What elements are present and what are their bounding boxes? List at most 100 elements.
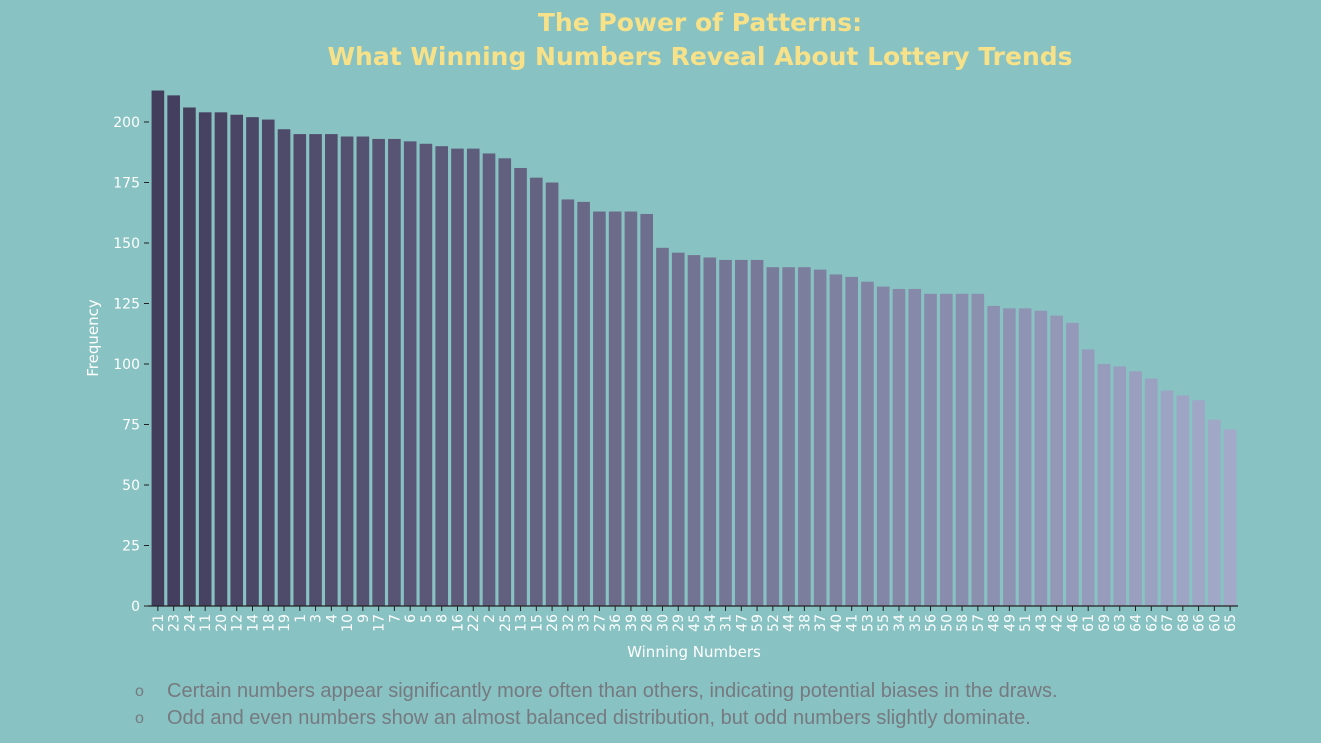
x-tick-label: 22 <box>466 614 482 632</box>
bar-56 <box>924 293 937 606</box>
bar-8 <box>435 146 449 606</box>
x-tick-label: 21 <box>151 614 167 632</box>
bar-49 <box>1003 308 1016 606</box>
bar-10 <box>340 136 354 606</box>
x-tick-label: 42 <box>1050 614 1066 632</box>
bar-15 <box>530 177 543 606</box>
bar-26 <box>545 182 559 606</box>
y-tick-label: 25 <box>122 539 140 555</box>
bar-37 <box>813 269 827 606</box>
x-tick-label: 24 <box>182 614 198 632</box>
bar-63 <box>1113 366 1127 606</box>
x-tick-label: 54 <box>703 614 719 632</box>
notes-list: o Certain numbers appear significantly mo… <box>135 678 1058 732</box>
bar-68 <box>1176 395 1190 606</box>
bar-53 <box>861 281 874 606</box>
x-tick-label: 60 <box>1207 614 1223 632</box>
x-axis-label: Winning Numbers <box>627 643 761 661</box>
x-tick-label: 10 <box>340 614 356 632</box>
note-text: Certain numbers appear significantly mor… <box>167 680 1058 702</box>
x-tick-label: 25 <box>498 614 514 632</box>
bullet-marker: o <box>135 683 144 700</box>
bar-54 <box>703 257 717 606</box>
x-tick-label: 23 <box>167 614 183 632</box>
x-tick-label: 62 <box>1144 614 1160 632</box>
bar-64 <box>1129 371 1142 606</box>
bar-34 <box>892 288 906 606</box>
x-tick-label: 18 <box>261 614 277 632</box>
x-tick-label: 7 <box>387 614 403 623</box>
x-tick-label: 30 <box>655 614 671 632</box>
bar-29 <box>671 252 685 606</box>
bar-9 <box>356 136 370 606</box>
bar-30 <box>656 247 669 606</box>
bar-39 <box>624 211 638 607</box>
bar-31 <box>719 259 732 606</box>
bar-4 <box>325 134 338 606</box>
x-tick-label: 20 <box>214 614 230 632</box>
x-tick-label: 65 <box>1223 614 1239 632</box>
y-tick-label: 75 <box>122 418 140 434</box>
x-tick-label: 33 <box>577 614 593 632</box>
y-tick-label: 175 <box>113 176 140 192</box>
x-tick-label: 51 <box>1018 614 1034 632</box>
x-tick-label: 57 <box>971 614 987 632</box>
x-tick-label: 28 <box>640 614 656 632</box>
x-tick-label: 27 <box>592 614 608 632</box>
bar-50 <box>939 293 953 606</box>
bar-7 <box>388 138 401 606</box>
x-tick-label: 50 <box>939 614 955 632</box>
bar-14 <box>246 117 259 606</box>
note-item: o Certain numbers appear significantly mo… <box>135 678 1058 705</box>
x-tick-label: 63 <box>1113 614 1129 632</box>
y-axis: 0 25 50 75 100 125 150 175 200 <box>113 115 149 615</box>
bar-61 <box>1081 349 1095 606</box>
x-tick-label: 61 <box>1081 614 1097 632</box>
x-tick-label: 48 <box>987 614 1003 632</box>
x-tick-label: 1 <box>293 614 309 623</box>
bar-58 <box>955 293 969 606</box>
bar-42 <box>1050 315 1063 606</box>
bar-36 <box>608 211 622 607</box>
bar-16 <box>451 148 464 606</box>
x-tick-label: 49 <box>1002 614 1018 632</box>
bar-17 <box>372 138 385 606</box>
x-tick-label: 52 <box>766 614 782 632</box>
x-tick-label: 64 <box>1129 614 1145 632</box>
x-tick-label: 19 <box>277 614 293 632</box>
x-tick-label: 45 <box>687 614 703 632</box>
x-tick-label: 34 <box>892 614 908 632</box>
bar-43 <box>1034 310 1048 606</box>
bar-46 <box>1066 322 1079 606</box>
x-tick-label: 9 <box>356 614 372 623</box>
x-tick-label: 8 <box>435 614 451 623</box>
x-tick-label: 53 <box>860 614 876 632</box>
x-tick-label: 58 <box>955 614 971 632</box>
x-tick-label: 2 <box>482 614 498 623</box>
bar-52 <box>766 267 780 606</box>
x-tick-label: 47 <box>734 614 750 632</box>
y-tick-label: 0 <box>131 599 140 615</box>
x-tick-label: 69 <box>1097 614 1113 632</box>
bar-55 <box>876 286 890 606</box>
bar-1 <box>293 134 307 606</box>
bar-24 <box>183 107 196 606</box>
x-tick-label: 32 <box>561 614 577 632</box>
x-tick-label: 12 <box>230 614 246 632</box>
x-tick-label: 36 <box>608 614 624 632</box>
bar-38 <box>798 267 811 606</box>
bar-60 <box>1208 419 1221 606</box>
bar-45 <box>687 255 701 606</box>
x-tick-label: 4 <box>324 614 340 623</box>
x-tick-label: 11 <box>198 614 214 632</box>
bar-28 <box>640 213 654 606</box>
bar-21 <box>151 90 165 607</box>
y-tick-label: 200 <box>113 115 140 131</box>
bar-13 <box>514 167 527 607</box>
x-tick-label: 29 <box>671 614 687 632</box>
x-tick-label: 56 <box>924 614 940 632</box>
bar-22 <box>466 148 480 606</box>
x-tick-label: 39 <box>624 614 640 632</box>
bar-41 <box>845 276 858 606</box>
bar-51 <box>1018 308 1032 606</box>
